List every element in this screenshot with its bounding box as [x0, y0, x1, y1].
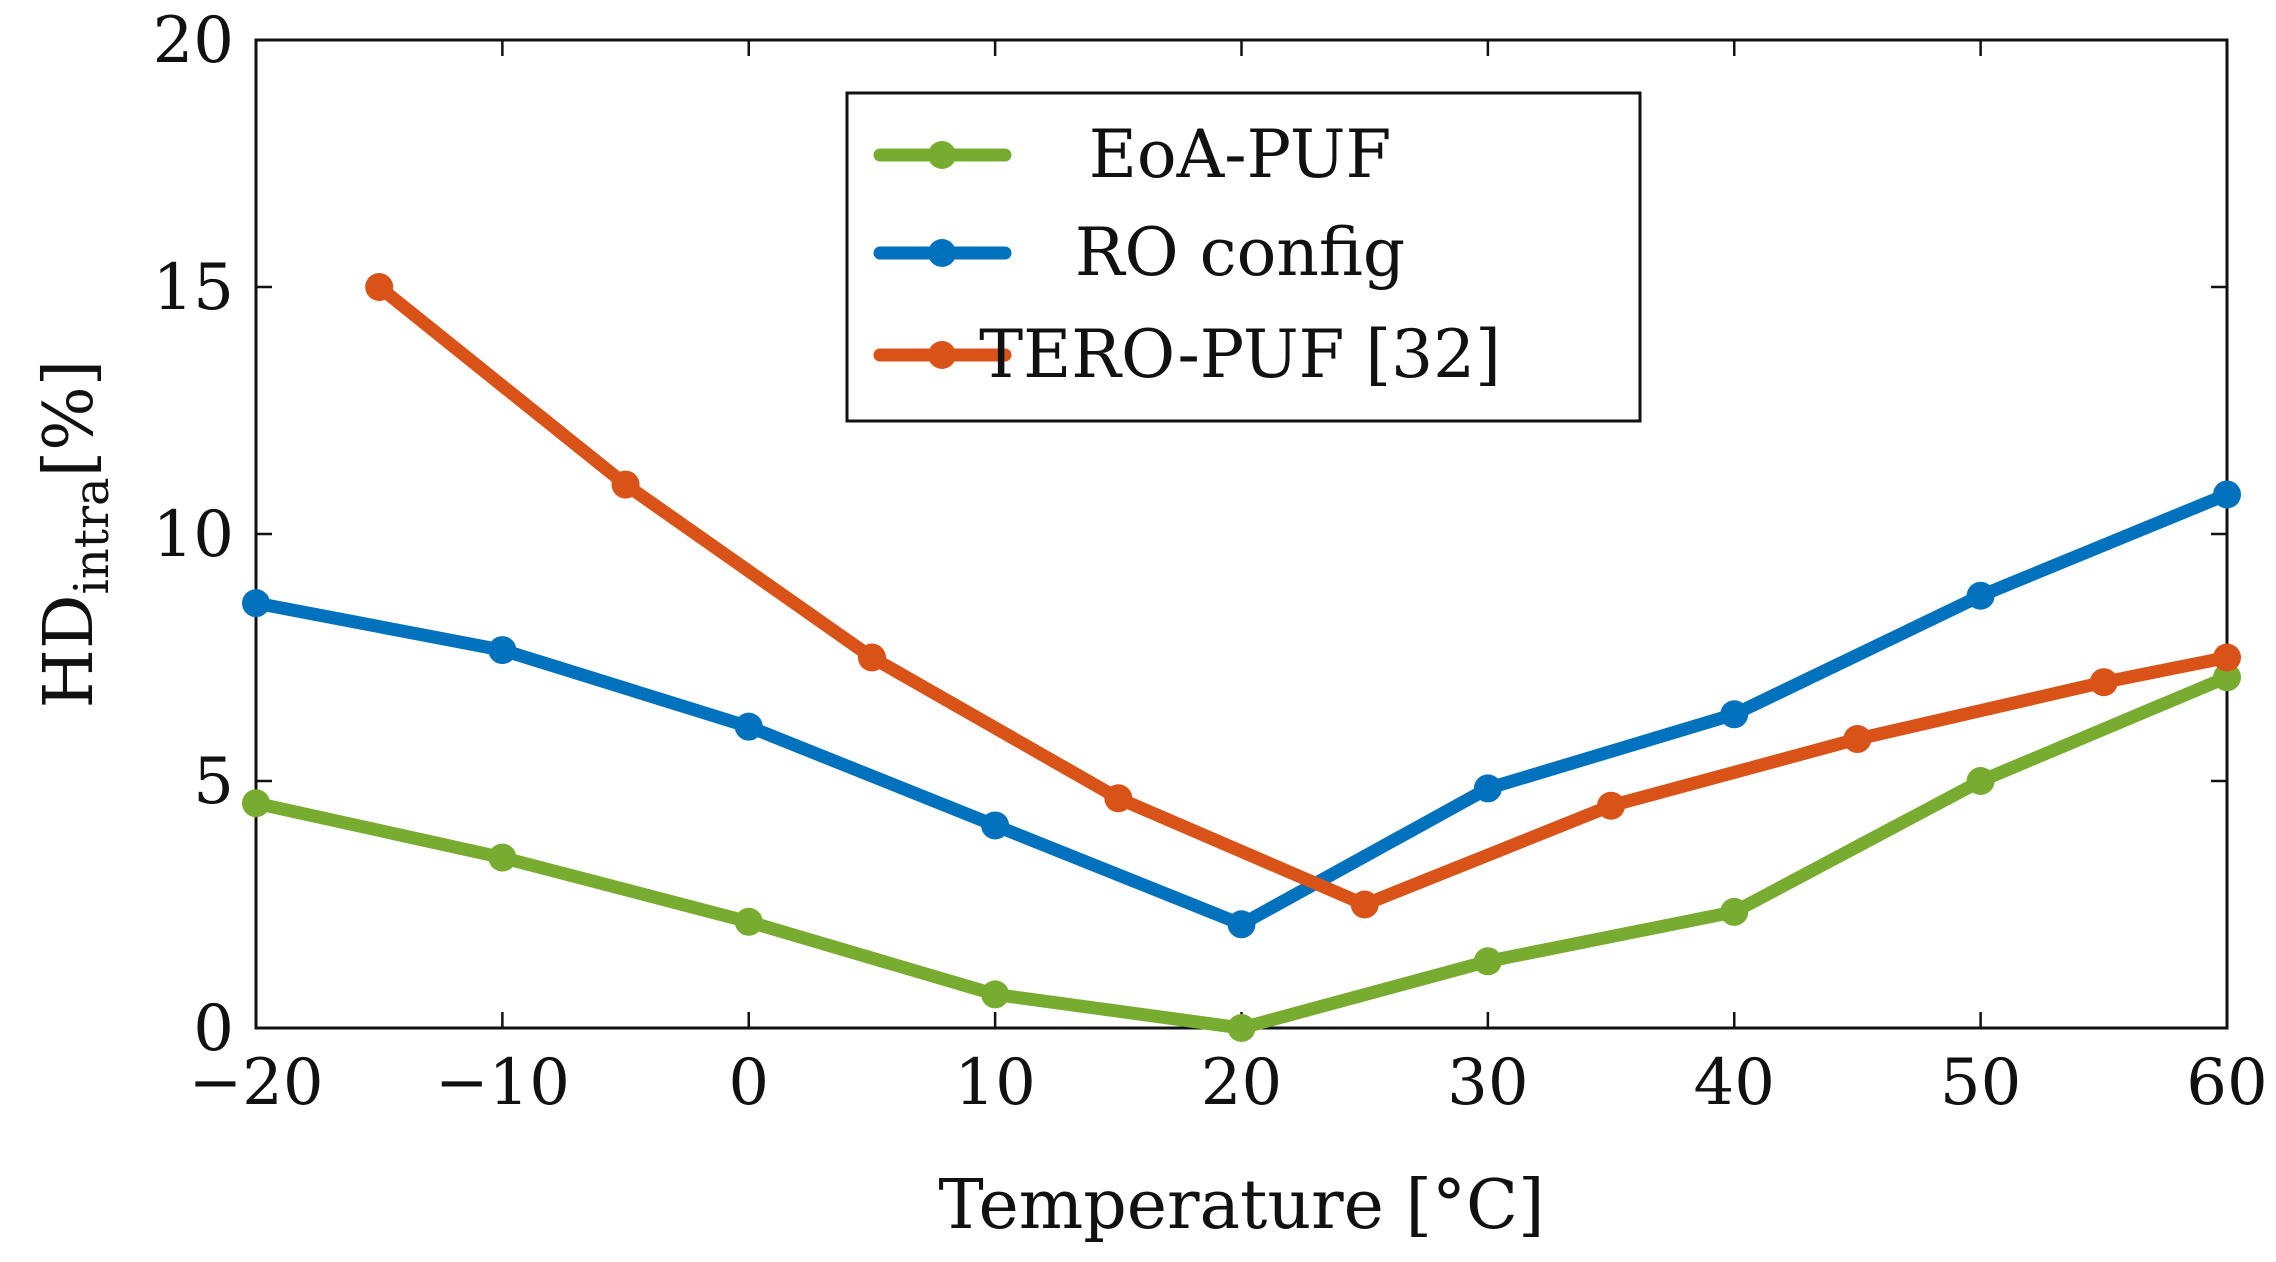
data-point	[1473, 947, 1502, 976]
legend-entry: EoA-PUF	[873, 116, 1392, 193]
data-point	[1473, 774, 1502, 803]
data-point	[1104, 784, 1133, 813]
data-point	[242, 789, 270, 818]
y-tick-label: 15	[153, 251, 234, 325]
series-line	[249, 487, 2234, 931]
legend-swatch-marker	[928, 341, 956, 369]
data-point	[488, 636, 517, 665]
x-axis-tick-labels: −20 −10 0 10 20 30 40 50 60	[188, 1046, 2267, 1120]
x-tick-label: 10	[954, 1046, 1035, 1120]
y-tick-label: 20	[153, 4, 234, 78]
legend-swatch-marker	[928, 239, 956, 267]
data-point	[981, 811, 1010, 840]
series-tero-puf-32	[365, 273, 2241, 919]
data-point	[1720, 897, 1749, 926]
data-point	[2213, 480, 2241, 509]
data-point	[1350, 890, 1379, 919]
x-tick-label: 0	[728, 1046, 769, 1120]
y-tick-label: 0	[193, 992, 234, 1066]
data-point	[2089, 668, 2118, 697]
data-point	[1227, 910, 1256, 939]
y-tick-label: 5	[193, 745, 234, 819]
data-point	[611, 470, 640, 499]
legend-entry: TERO-PUF [32]	[873, 316, 1501, 393]
y-axis-title-subscript: intra	[64, 477, 120, 594]
legend-swatch-marker	[928, 141, 956, 169]
data-point	[981, 980, 1010, 1009]
y-axis-title-main: HD	[30, 594, 109, 708]
data-point	[2213, 663, 2241, 692]
data-point	[1227, 1014, 1256, 1042]
legend-label: TERO-PUF [32]	[979, 316, 1501, 393]
data-point	[734, 907, 763, 936]
data-point	[242, 589, 270, 618]
axis-ticks	[254, 38, 2229, 1030]
legend: EoA-PUF RO config TERO-PUF [32]	[845, 91, 1642, 423]
x-tick-label: −10	[435, 1046, 570, 1120]
data-point	[1966, 581, 1995, 610]
data-point	[1843, 725, 1872, 754]
data-point	[1597, 791, 1626, 820]
data-point	[1720, 700, 1749, 729]
data-point	[365, 273, 394, 301]
y-axis-title-unit: [%]	[30, 360, 109, 478]
data-point	[1966, 767, 1995, 795]
series-ro-config	[242, 480, 2241, 939]
x-tick-label: 30	[1447, 1046, 1528, 1120]
x-tick-label: 60	[2186, 1046, 2267, 1120]
legend-entry: RO config	[873, 214, 1405, 291]
x-tick-label: −20	[188, 1046, 323, 1120]
x-axis-title: Temperature [°C]	[938, 1166, 1544, 1245]
y-tick-label: 10	[153, 498, 234, 572]
x-tick-label: 50	[1940, 1046, 2021, 1120]
data-point	[857, 643, 886, 672]
data-point	[734, 712, 763, 741]
x-tick-label: 40	[1694, 1046, 1775, 1120]
legend-label: EoA-PUF	[1089, 116, 1392, 193]
series-eoa-puf	[242, 663, 2241, 1042]
data-point	[488, 843, 517, 872]
y-axis-title: HDintra[%]	[30, 360, 120, 709]
x-tick-label: 20	[1201, 1046, 1282, 1120]
y-axis-tick-labels: 0 5 10 15 20	[153, 4, 234, 1066]
series-layer	[242, 273, 2241, 1042]
legend-label: RO config	[1075, 214, 1405, 291]
data-point	[2213, 643, 2241, 672]
